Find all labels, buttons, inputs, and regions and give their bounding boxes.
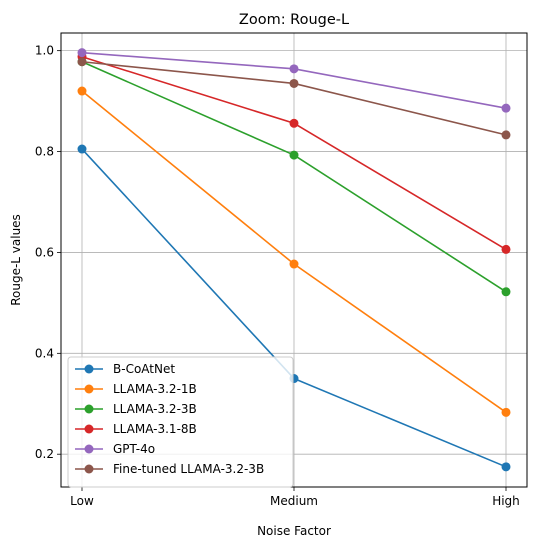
legend-swatch-marker: [84, 464, 94, 474]
series-layer: [77, 48, 511, 472]
data-point: [289, 78, 299, 88]
legend-label: LLAMA-3.2-1B: [113, 382, 197, 396]
legend-label: Fine-tuned LLAMA-3.2-3B: [113, 462, 264, 476]
legend-swatch-marker: [84, 384, 94, 394]
data-point: [289, 64, 299, 74]
legend-box: [67, 356, 294, 488]
data-point: [289, 259, 299, 269]
data-point: [77, 48, 87, 58]
legend-swatch-marker: [84, 364, 94, 374]
x-tick-label: High: [492, 494, 520, 508]
legend: B-CoAtNet LLAMA-3.2-1B LLAMA-3.2-3B LLAMA-3…: [67, 356, 294, 488]
y-tick-label: 0.2: [35, 447, 54, 461]
axis-ticks: Low Medium High 0.2 0.4 0.6 0.8 1.0: [35, 44, 520, 508]
y-tick-label: 0.4: [35, 346, 54, 360]
y-tick-label: 1.0: [35, 44, 54, 58]
series-0: [77, 144, 511, 472]
data-point: [501, 130, 511, 140]
data-point: [501, 407, 511, 417]
data-point: [77, 144, 87, 154]
legend-item: LLAMA-3.2-3B: [75, 402, 197, 416]
legend-item: LLAMA-3.2-1B: [75, 382, 197, 396]
legend-item: GPT-4o: [75, 442, 155, 456]
legend-swatch-marker: [84, 404, 94, 414]
x-axis-label: Noise Factor: [257, 524, 331, 538]
legend-label: LLAMA-3.2-3B: [113, 402, 197, 416]
x-tick-label: Low: [70, 494, 94, 508]
legend-label: LLAMA-3.1-8B: [113, 422, 197, 436]
legend-item: LLAMA-3.1-8B: [75, 422, 197, 436]
y-axis-label: Rouge-L values: [9, 214, 23, 306]
series-4: [77, 48, 511, 113]
data-point: [501, 244, 511, 254]
legend-item: B-CoAtNet: [75, 362, 175, 376]
data-point: [501, 462, 511, 472]
data-point: [289, 118, 299, 128]
y-tick-label: 0.6: [35, 245, 54, 259]
data-point: [77, 57, 87, 67]
series-5: [77, 57, 511, 140]
legend-label: GPT-4o: [113, 442, 155, 456]
legend-item: Fine-tuned LLAMA-3.2-3B: [75, 462, 264, 476]
data-point: [501, 103, 511, 113]
legend-label: B-CoAtNet: [113, 362, 175, 376]
y-tick-label: 0.8: [35, 145, 54, 159]
data-point: [77, 86, 87, 96]
x-tick-label: Medium: [270, 494, 318, 508]
chart-title: Zoom: Rouge-L: [239, 12, 349, 28]
legend-swatch-marker: [84, 444, 94, 454]
data-point: [501, 287, 511, 297]
data-point: [289, 150, 299, 160]
series-1: [77, 86, 511, 417]
legend-swatch-marker: [84, 424, 94, 434]
